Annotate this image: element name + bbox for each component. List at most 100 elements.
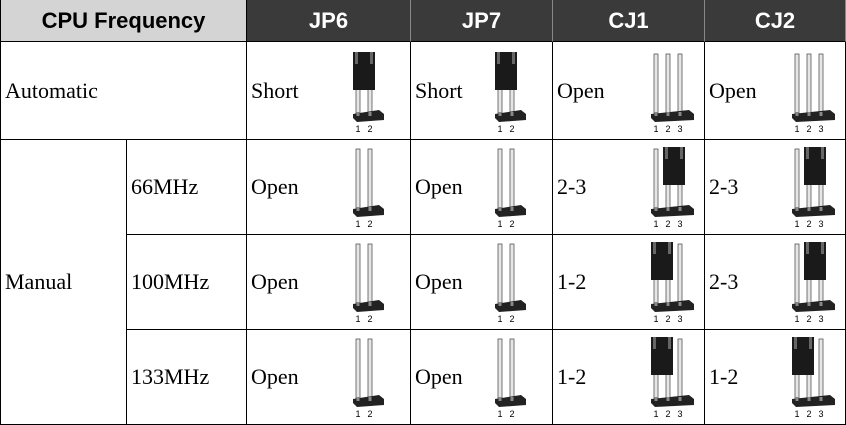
setting-cell: Open	[247, 330, 411, 425]
pin-label: 1	[794, 124, 799, 134]
pin-label: 2	[509, 314, 514, 324]
setting-cell: Open	[411, 140, 553, 235]
pin-label: 2	[665, 124, 670, 134]
pin-label: 1	[355, 219, 360, 229]
cell-text: 1-2	[709, 364, 739, 389]
cell-text: Open	[251, 269, 299, 294]
pin-label: 1	[497, 219, 502, 229]
cell-text: Open	[709, 77, 757, 103]
pin-label: 1	[653, 124, 658, 134]
setting-cell: 1-2	[553, 235, 705, 330]
setting-cell: Open	[247, 235, 411, 330]
group-label: Manual	[0, 140, 127, 425]
pin-label: 2	[806, 219, 811, 229]
row-label: 66MHz	[127, 140, 247, 235]
pin-label: 1	[497, 409, 502, 419]
cell-text: Short	[415, 77, 463, 103]
pin-label: 1	[794, 314, 799, 324]
pin-label: 2	[665, 219, 670, 229]
cell-text: Short	[251, 77, 299, 103]
cell-text: Open	[557, 77, 605, 103]
pin-label: 1	[497, 314, 502, 324]
row-label: 133MHz	[127, 330, 247, 425]
pin-label: 1	[355, 409, 360, 419]
cell-text: Automatic	[5, 77, 98, 103]
pin-label: 3	[677, 314, 682, 324]
setting-cell: 2-3	[553, 140, 705, 235]
cell-text: 100MHz	[131, 269, 210, 294]
cell-text: Open	[251, 174, 299, 199]
header-cell: JP7	[411, 0, 553, 42]
cell-text: Open	[415, 364, 463, 389]
setting-cell: Short	[411, 42, 553, 140]
cell-text: Manual	[5, 269, 73, 294]
pin-label: 2	[806, 314, 811, 324]
setting-cell: Open	[247, 140, 411, 235]
pin-label: 1	[653, 314, 658, 324]
cell-text: CJ1	[608, 7, 649, 33]
pin-label: 1	[794, 409, 799, 419]
header-cell: CJ1	[553, 0, 705, 42]
header-cell: CPU Frequency	[0, 0, 247, 42]
pin-label: 1	[794, 219, 799, 229]
cell-text: JP7	[461, 7, 502, 33]
pin-label: 3	[677, 409, 682, 419]
pin-label: 3	[818, 409, 823, 419]
pin-label: 1	[653, 409, 658, 419]
pin-label: 2	[367, 409, 372, 419]
pin-label: 2	[367, 314, 372, 324]
cell-text: 2-3	[557, 174, 587, 199]
cell-text: 66MHz	[131, 174, 199, 199]
pin-label: 3	[818, 219, 823, 229]
cell-text: Open	[415, 174, 463, 199]
pin-label: 2	[509, 219, 514, 229]
row-label: Automatic	[0, 42, 247, 140]
pin-label: 3	[677, 219, 682, 229]
pin-label: 3	[818, 314, 823, 324]
pin-label: 2	[806, 409, 811, 419]
pin-label: 1	[355, 124, 360, 134]
pin-label: 3	[818, 124, 823, 134]
setting-cell: Open	[411, 235, 553, 330]
row-label: 100MHz	[127, 235, 247, 330]
pin-label: 2	[367, 219, 372, 229]
cell-text: Open	[415, 269, 463, 294]
header-cell: CJ2	[705, 0, 846, 42]
pin-label: 1	[355, 314, 360, 324]
setting-cell: Short	[247, 42, 411, 140]
cell-text: Open	[251, 364, 299, 389]
pin-label: 1	[653, 219, 658, 229]
pin-label: 2	[509, 409, 514, 419]
pin-label: 2	[367, 124, 372, 134]
cell-text: CPU Frequency	[41, 7, 206, 33]
pin-label: 3	[677, 124, 682, 134]
pin-label: 2	[665, 314, 670, 324]
setting-cell: Open	[553, 42, 705, 140]
cell-text: JP6	[308, 7, 349, 33]
cell-text: CJ2	[754, 7, 796, 33]
cell-text: 2-3	[709, 174, 739, 199]
cell-text: 1-2	[557, 364, 587, 389]
pin-label: 2	[509, 124, 514, 134]
pin-label: 2	[665, 409, 670, 419]
cell-text: 1-2	[557, 269, 587, 294]
setting-cell: Open	[411, 330, 553, 425]
pin-label: 2	[806, 124, 811, 134]
pin-label: 1	[497, 124, 502, 134]
